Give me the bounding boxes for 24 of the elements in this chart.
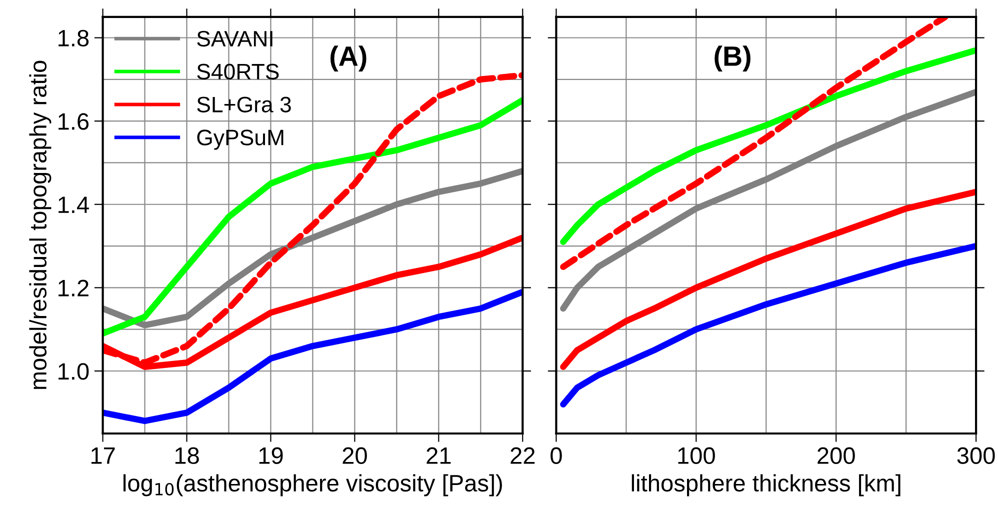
y-tick-label: 1.4 [58,196,89,213]
y-tick-label: 1.8 [58,30,89,47]
x-tick-label: 20 [342,447,367,464]
x-tick-label: 22 [510,447,535,464]
x-tick-label: 200 [818,447,855,464]
legend-label: SL+Gra 3 [197,96,291,112]
legend-label: SAVANI [197,30,272,47]
x-tick-label: 17 [91,448,115,464]
y-axis-title: model/residual topography ratio [29,60,52,389]
y-tick-label: 1.2 [58,280,88,296]
x-tick-label: 0 [550,447,562,464]
legend-label: GyPSuM [197,130,284,150]
x-axis-title: lithosphere thickness [km] [632,474,900,496]
x-tick-label: 18 [175,447,199,464]
x-tick-label: 100 [678,447,715,464]
y-tick-label: 1.6 [58,113,89,130]
x-axis-title: log$_{10}$(asthenosphere viscosity [Pas]) [124,474,502,496]
legend-label: S40RTS [197,64,279,80]
y-tick-label: 1.0 [58,363,89,380]
annotation: (A) [330,46,366,72]
x-tick-label: 300 [957,447,995,464]
annotation: (B) [714,46,750,72]
x-tick-label: 19 [259,447,283,464]
x-tick-label: 21 [426,447,451,464]
